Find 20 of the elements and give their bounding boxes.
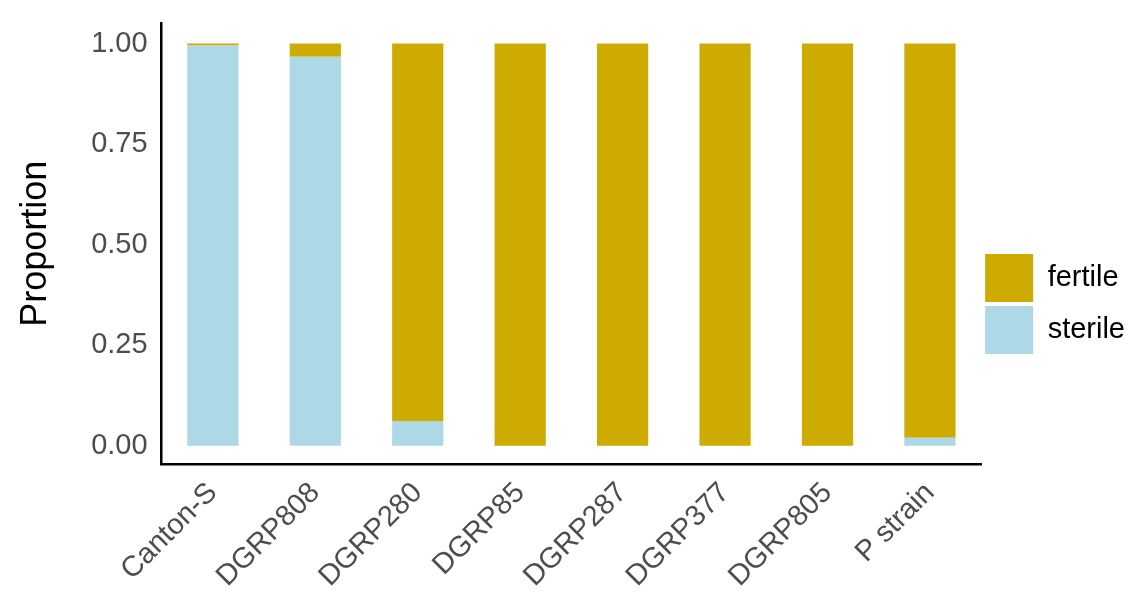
y-tick-label: 0.75 <box>91 126 148 159</box>
legend-label: sterile <box>1047 312 1125 344</box>
bar <box>597 43 649 446</box>
bar <box>392 43 444 421</box>
y-tick-label: 0.00 <box>91 427 148 460</box>
y-axis-title: Proportion <box>12 160 54 327</box>
bar <box>289 56 341 446</box>
y-tick-label: 0.25 <box>91 327 148 360</box>
bar <box>289 43 341 57</box>
bar <box>904 437 956 446</box>
bar <box>904 43 956 438</box>
legend-label: fertile <box>1047 260 1119 292</box>
bar <box>494 43 546 446</box>
bar <box>699 43 751 446</box>
y-tick-label: 0.50 <box>91 226 148 259</box>
bar <box>187 43 239 46</box>
bar <box>392 420 444 446</box>
y-tick-label: 1.00 <box>91 25 148 58</box>
bar <box>801 43 854 446</box>
bar <box>187 45 239 446</box>
